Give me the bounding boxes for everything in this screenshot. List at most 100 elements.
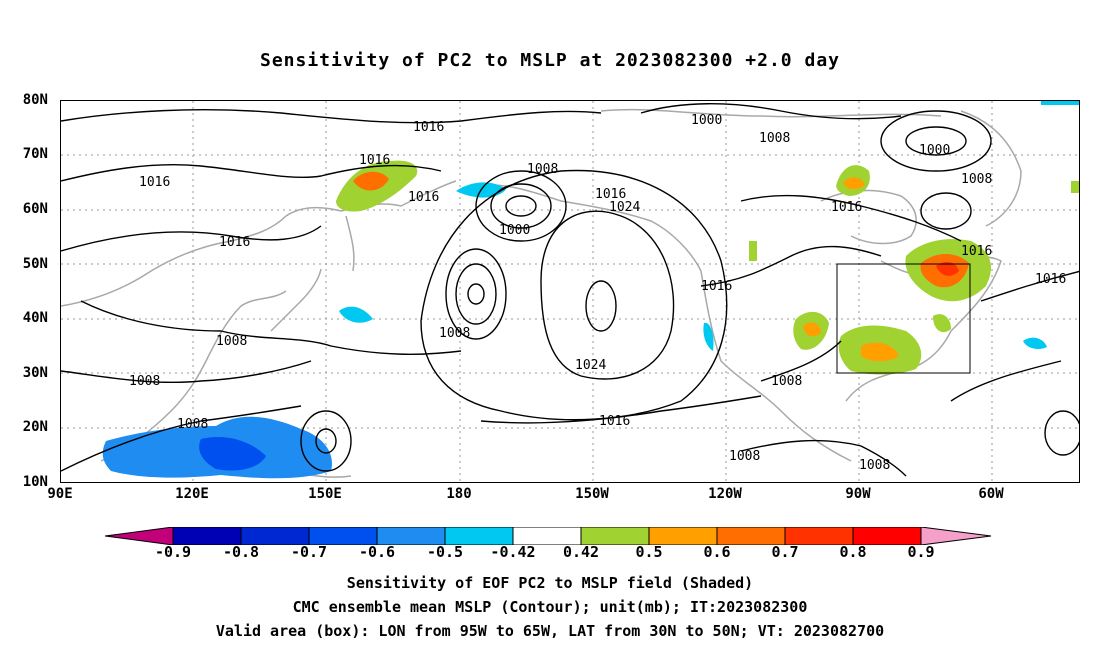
contour-label: 1000: [691, 113, 722, 128]
contour-high: [540, 210, 675, 380]
coastline-alaska: [470, 183, 702, 272]
lat-label: 10N: [22, 474, 48, 490]
contour-low: [475, 170, 567, 242]
pos-patch-greatlakes-red: [936, 261, 959, 276]
neg-patch-small-3: [1023, 337, 1047, 349]
contour-label: 1016: [219, 235, 250, 250]
contour: [740, 194, 962, 242]
contour-label: 1016: [359, 153, 390, 168]
contour: [740, 439, 907, 477]
contour-label: 1016: [831, 200, 862, 215]
neg-patch-small-4: [703, 322, 714, 351]
pos-patch-texas-core: [803, 322, 821, 337]
colorbar-swatch-high-arrow: [920, 527, 992, 545]
shaded-sensitivity: [102, 101, 1079, 479]
lat-label: 50N: [22, 256, 48, 272]
colorbar-label: -0.9: [154, 543, 192, 561]
contour-label: 1016: [961, 244, 992, 259]
footer-line-3: Valid area (box): LON from 95W to 65W, L…: [215, 622, 885, 640]
colorbar-label: 0.7: [771, 543, 799, 561]
colorbar-label: -0.6: [358, 543, 396, 561]
contour: [700, 245, 882, 287]
contour: [80, 300, 462, 355]
contour-label: 1016: [139, 175, 170, 190]
colorbar-label: 0.8: [839, 543, 867, 561]
contour-label: 1000: [919, 143, 950, 158]
contour-label: 1008: [729, 449, 760, 464]
contour-label: 1008: [961, 172, 992, 187]
colorbar-label: 0.42: [562, 543, 600, 561]
lon-label: 120W: [708, 486, 742, 502]
contour-label: 1016: [701, 279, 732, 294]
colorbar: [105, 527, 992, 545]
contour-label: 1016: [1035, 272, 1066, 287]
contour-label: 1008: [527, 162, 558, 177]
lon-label: 60W: [978, 486, 1004, 502]
colorbar-label: 0.5: [635, 543, 663, 561]
pos-patch-siberia-core: [353, 171, 389, 191]
colorbar-label: -0.8: [222, 543, 260, 561]
lon-label: 90E: [47, 486, 73, 502]
footer-line-2: CMC ensemble mean MSLP (Contour); unit(m…: [292, 598, 808, 616]
contour: [1044, 410, 1079, 456]
contour: [300, 410, 352, 472]
contour-label: 1016: [413, 120, 444, 135]
lat-label: 80N: [22, 92, 48, 108]
lat-label: 20N: [22, 419, 48, 435]
contour: [980, 270, 1079, 302]
pos-patch-small-2: [933, 314, 951, 333]
contour-low: [445, 248, 507, 340]
contour-low: [455, 263, 497, 325]
contour-label: 1008: [216, 334, 247, 349]
chart-title: Sensitivity of PC2 to MSLP at 2023082300…: [259, 50, 840, 71]
contour-label: 1008: [129, 374, 160, 389]
colorbar-label: -0.7: [290, 543, 328, 561]
contour-label: 1008: [859, 458, 890, 473]
colorbar-label: 0.6: [703, 543, 731, 561]
contour-label: 1016: [595, 187, 626, 202]
map-plot-area: 1016 1000 1008 1000 1008 1016 1016 1016 …: [60, 100, 1080, 483]
contour-low: [490, 183, 552, 229]
contour-low: [467, 283, 485, 305]
contour: [61, 225, 322, 252]
contour: [61, 163, 442, 182]
lat-label: 40N: [22, 310, 48, 326]
pos-patch-small-1: [749, 241, 757, 261]
contour: [61, 405, 302, 472]
contour: [61, 109, 602, 124]
contour: [315, 428, 337, 454]
coastline-kamchatka: [345, 215, 355, 272]
coastline-asia: [61, 180, 457, 307]
contour: [760, 340, 842, 382]
lat-label: 60N: [22, 201, 48, 217]
contour-label: 1008: [439, 326, 470, 341]
contour-label: 1016: [408, 190, 439, 205]
lat-label: 30N: [22, 365, 48, 381]
lon-label: 90W: [845, 486, 871, 502]
contour: [61, 360, 312, 384]
pos-patch-small-3: [1071, 181, 1079, 193]
valid-area-box: [836, 263, 971, 374]
lon-label: 150E: [308, 486, 342, 502]
coastline-greenland: [960, 110, 1022, 227]
contour-label: 1008: [759, 131, 790, 146]
contour-label: 1008: [771, 374, 802, 389]
contour-labels: 1016 1000 1008 1000 1008 1016 1016 1016 …: [129, 113, 1066, 473]
contour: [920, 192, 972, 230]
coastline-na-west: [700, 270, 852, 462]
neg-patch-small-2: [1041, 101, 1079, 105]
contour: [905, 126, 967, 156]
contour-high: [585, 280, 617, 332]
contour: [640, 103, 902, 120]
contour: [950, 360, 1062, 402]
lon-label: 180: [446, 486, 472, 502]
colorbar-label: -0.42: [490, 543, 536, 561]
neg-patch-small-1: [339, 306, 373, 323]
lon-label: 120E: [175, 486, 209, 502]
contour: [880, 110, 992, 172]
colorbar-label: -0.5: [426, 543, 464, 561]
contour-label: 1024: [609, 200, 640, 215]
contour-low: [505, 195, 537, 217]
pos-patch-hudson-core: [843, 177, 865, 190]
map-svg: 1016 1000 1008 1000 1008 1016 1016 1016 …: [61, 101, 1079, 482]
